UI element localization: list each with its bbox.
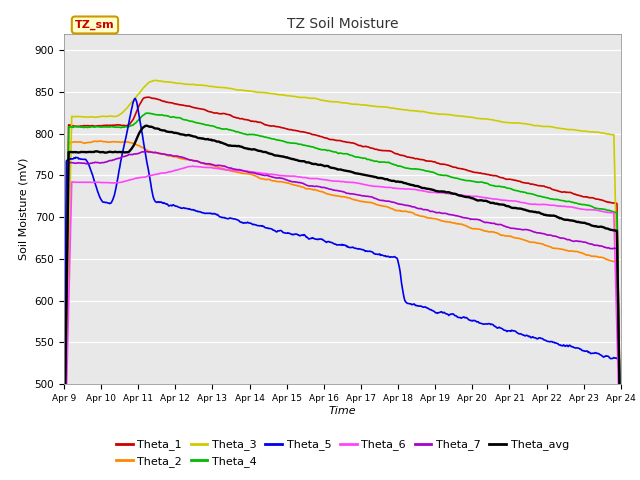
- Theta_avg: [70, 149, 78, 155]
- Line: Theta_2: Theta_2: [64, 141, 621, 480]
- Theta_avg: [143, 123, 150, 129]
- Theta_7: [60, 479, 68, 480]
- Theta_6: [411, 187, 419, 192]
- Theta_3: [127, 100, 135, 106]
- Theta_avg: [617, 466, 625, 472]
- Theta_7: [185, 157, 193, 163]
- Theta_2: [185, 156, 193, 162]
- Theta_4: [428, 169, 435, 175]
- Theta_3: [411, 108, 419, 114]
- Theta_3: [617, 432, 625, 438]
- Line: Theta_avg: Theta_avg: [64, 126, 621, 477]
- Theta_7: [141, 149, 148, 155]
- Theta_avg: [411, 183, 419, 189]
- Line: Theta_7: Theta_7: [64, 152, 621, 480]
- Theta_5: [411, 302, 419, 308]
- Line: Theta_6: Theta_6: [64, 166, 621, 480]
- Theta_avg: [214, 139, 222, 144]
- Line: Theta_5: Theta_5: [64, 98, 621, 480]
- Title: TZ Soil Moisture: TZ Soil Moisture: [287, 17, 398, 31]
- Theta_2: [128, 140, 136, 146]
- Theta_2: [428, 215, 435, 221]
- Theta_7: [214, 162, 222, 168]
- Theta_3: [152, 77, 159, 83]
- Theta_4: [70, 124, 78, 130]
- Theta_5: [428, 307, 435, 312]
- Theta_6: [189, 163, 196, 169]
- Theta_2: [97, 138, 105, 144]
- Theta_7: [70, 160, 78, 166]
- Y-axis label: Soil Moisture (mV): Soil Moisture (mV): [19, 157, 29, 260]
- Line: Theta_1: Theta_1: [64, 97, 621, 463]
- Theta_4: [144, 110, 152, 116]
- Theta_3: [185, 82, 193, 87]
- Theta_1: [185, 103, 193, 109]
- Theta_6: [70, 180, 78, 185]
- Theta_2: [70, 139, 78, 145]
- Theta_2: [60, 469, 68, 475]
- Theta_4: [127, 123, 135, 129]
- Line: Theta_4: Theta_4: [64, 113, 621, 464]
- Theta_avg: [127, 146, 135, 152]
- Theta_3: [428, 110, 435, 116]
- Theta_1: [144, 94, 152, 100]
- Theta_2: [411, 211, 419, 217]
- Text: TZ_sm: TZ_sm: [75, 20, 115, 30]
- Theta_4: [60, 461, 68, 467]
- Theta_4: [214, 125, 222, 131]
- Theta_5: [214, 212, 222, 218]
- Theta_2: [214, 164, 222, 170]
- Theta_6: [214, 166, 222, 171]
- Theta_7: [428, 208, 435, 214]
- Theta_5: [127, 107, 135, 113]
- Theta_6: [127, 177, 135, 182]
- Theta_6: [428, 190, 435, 195]
- Theta_avg: [185, 132, 193, 138]
- Theta_1: [214, 110, 222, 116]
- Theta_5: [185, 206, 193, 212]
- Theta_avg: [428, 186, 435, 192]
- Theta_7: [127, 152, 135, 157]
- Theta_1: [60, 460, 68, 466]
- Theta_1: [70, 123, 78, 129]
- Theta_1: [617, 450, 625, 456]
- Theta_4: [185, 118, 193, 124]
- Theta_1: [411, 156, 419, 161]
- Theta_5: [60, 479, 68, 480]
- Theta_1: [127, 119, 135, 125]
- Theta_7: [411, 204, 419, 210]
- Theta_3: [214, 84, 222, 90]
- Theta_3: [70, 114, 78, 120]
- Theta_5: [70, 155, 78, 161]
- Theta_4: [617, 456, 625, 461]
- Theta_7: [617, 476, 625, 480]
- Legend: Theta_1, Theta_2, Theta_3, Theta_4, Theta_5, Theta_6, Theta_7, Theta_avg: Theta_1, Theta_2, Theta_3, Theta_4, Thet…: [111, 435, 573, 471]
- Theta_1: [428, 158, 435, 164]
- X-axis label: Time: Time: [328, 406, 356, 416]
- Theta_5: [131, 96, 139, 101]
- Theta_6: [184, 164, 192, 170]
- Theta_avg: [60, 474, 68, 480]
- Line: Theta_3: Theta_3: [64, 80, 621, 459]
- Theta_4: [411, 166, 419, 172]
- Theta_3: [60, 456, 68, 462]
- Theta_6: [617, 475, 625, 480]
